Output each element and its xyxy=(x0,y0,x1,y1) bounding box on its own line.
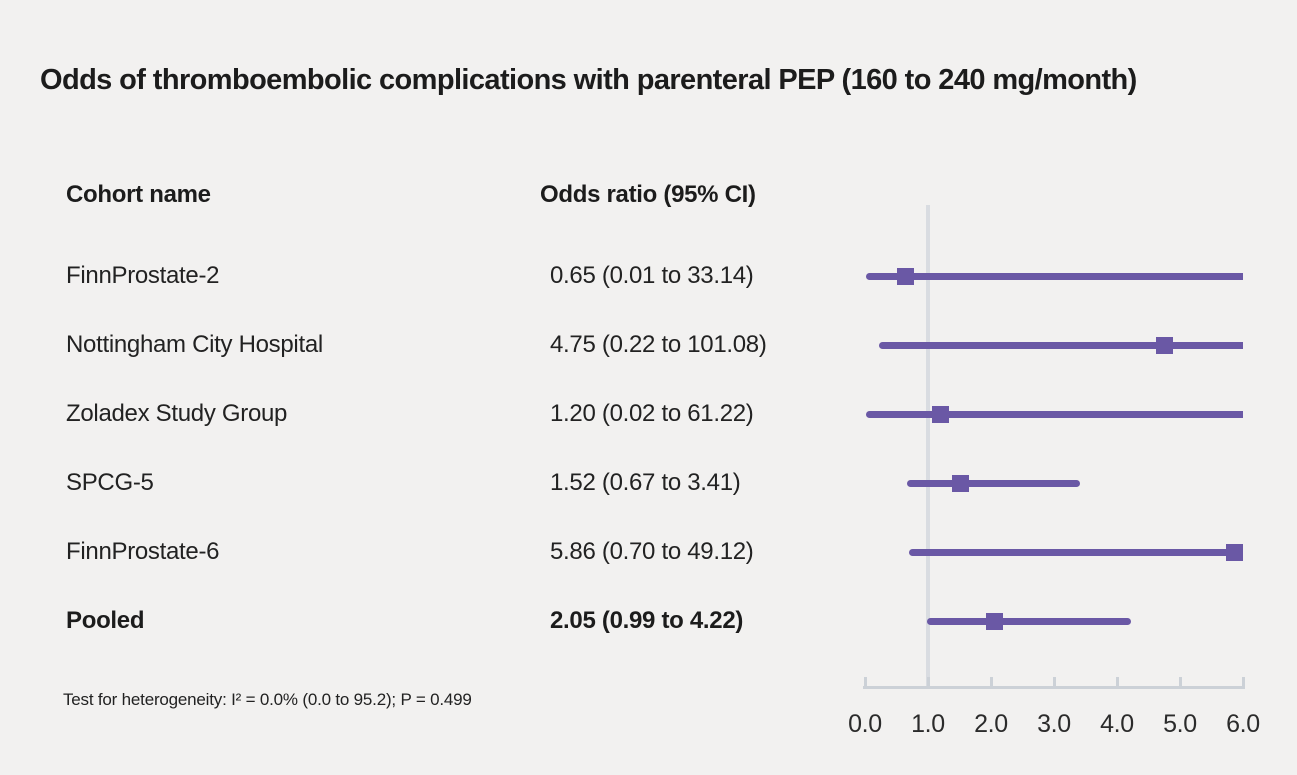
cohort-name-spcg-5: SPCG-5 xyxy=(66,469,154,496)
or-marker-finnprostate-2 xyxy=(897,267,915,285)
x-axis-tick-label: 6.0 xyxy=(1226,710,1260,738)
or-marker-finnprostate-6 xyxy=(1225,543,1243,561)
x-axis-tick xyxy=(1052,677,1056,689)
figure-title: Odds of thromboembolic complications wit… xyxy=(40,64,1137,96)
cohort-name-finnprostate-2: FinnProstate-2 xyxy=(66,262,220,289)
x-axis-tick-label: 1.0 xyxy=(911,710,945,738)
odds-ratio-spcg-5: 1.52 (0.67 to 3.41) xyxy=(550,469,741,496)
column-header-cohort-name: Cohort name xyxy=(66,181,211,208)
x-axis-tick xyxy=(1115,677,1119,689)
x-axis-tick-label: 2.0 xyxy=(974,710,1008,738)
x-axis-tick-label: 0.0 xyxy=(848,710,882,738)
odds-ratio-nottingham: 4.75 (0.22 to 101.08) xyxy=(550,331,767,358)
odds-ratio-pooled: 2.05 (0.99 to 4.22) xyxy=(550,607,744,634)
cohort-name-nottingham: Nottingham City Hospital xyxy=(66,331,323,358)
x-axis-tick xyxy=(989,677,993,689)
x-axis-tick xyxy=(863,677,867,689)
or-marker-pooled xyxy=(985,612,1003,630)
ci-bar-finnprostate-2 xyxy=(865,272,1243,280)
odds-ratio-finnprostate-6: 5.86 (0.70 to 49.12) xyxy=(550,538,754,565)
ci-bar-zoladex-study-group xyxy=(866,410,1243,418)
ci-bar-spcg-5 xyxy=(907,479,1080,487)
x-axis-tick xyxy=(1178,677,1182,689)
column-header-odds-ratio: Odds ratio (95% CI) xyxy=(540,181,756,208)
cohort-name-zoladex: Zoladex Study Group xyxy=(66,400,288,427)
or-marker-spcg-5 xyxy=(952,474,970,492)
heterogeneity-footnote: Test for heterogeneity: I² = 0.0% (0.0 t… xyxy=(63,690,472,709)
x-axis-tick xyxy=(1241,677,1245,689)
cohort-name-pooled: Pooled xyxy=(66,607,145,634)
ci-bar-nottingham-city-hospital xyxy=(878,341,1243,349)
reference-line xyxy=(926,205,930,689)
x-axis-tick xyxy=(926,677,930,689)
x-axis-tick-label: 3.0 xyxy=(1037,710,1071,738)
ci-bar-finnprostate-6 xyxy=(909,548,1243,556)
ci-bar-pooled xyxy=(927,617,1131,625)
odds-ratio-finnprostate-2: 0.65 (0.01 to 33.14) xyxy=(550,262,754,289)
cohort-name-finnprostate-6: FinnProstate-6 xyxy=(66,538,220,565)
x-axis-tick-label: 5.0 xyxy=(1163,710,1197,738)
or-marker-zoladex-study-group xyxy=(932,405,950,423)
x-axis-tick-label: 4.0 xyxy=(1100,710,1134,738)
or-marker-nottingham-city-hospital xyxy=(1155,336,1173,354)
odds-ratio-zoladex: 1.20 (0.02 to 61.22) xyxy=(550,400,754,427)
